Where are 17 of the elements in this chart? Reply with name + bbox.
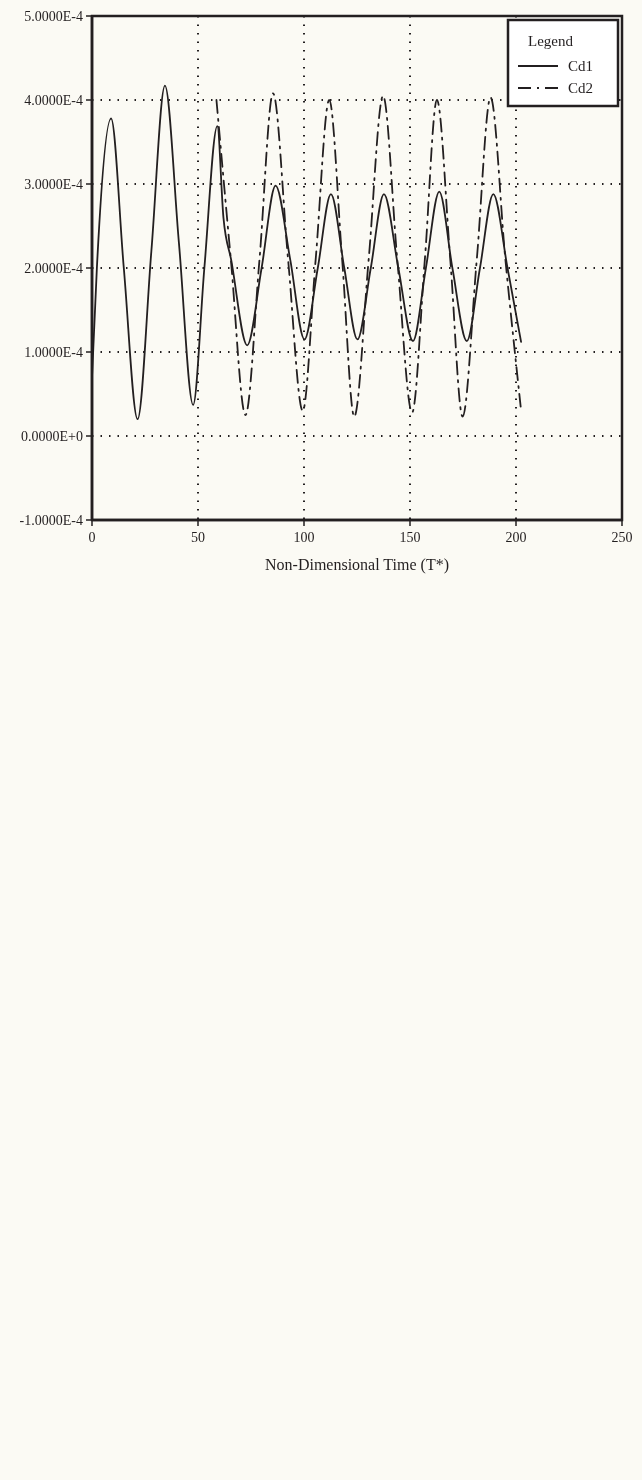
x-tick-label: 100 <box>293 530 315 545</box>
y-tick-label: 0.0000E+0 <box>21 429 83 444</box>
legend-label: Cd2 <box>568 80 594 96</box>
x-tick-label: 200 <box>505 530 527 545</box>
x-tick-label: 250 <box>611 530 633 545</box>
y-tick-label: 5.0000E-4 <box>24 9 83 24</box>
y-tick-label: -1.0000E-4 <box>19 513 83 528</box>
y-tick-label: 1.0000E-4 <box>24 345 83 360</box>
legend-label: Cd1 <box>568 58 594 74</box>
x-tick-label: 0 <box>88 530 96 545</box>
y-tick-label: 2.0000E-4 <box>24 261 83 276</box>
x-axis-title: Non-Dimensional Time (T*) <box>265 556 449 574</box>
x-tick-label: 50 <box>191 530 205 545</box>
x-tick-label: 150 <box>399 530 421 545</box>
y-tick-label: 3.0000E-4 <box>24 177 83 192</box>
legend-title: Legend <box>528 33 574 49</box>
y-tick-label: 4.0000E-4 <box>24 93 83 108</box>
